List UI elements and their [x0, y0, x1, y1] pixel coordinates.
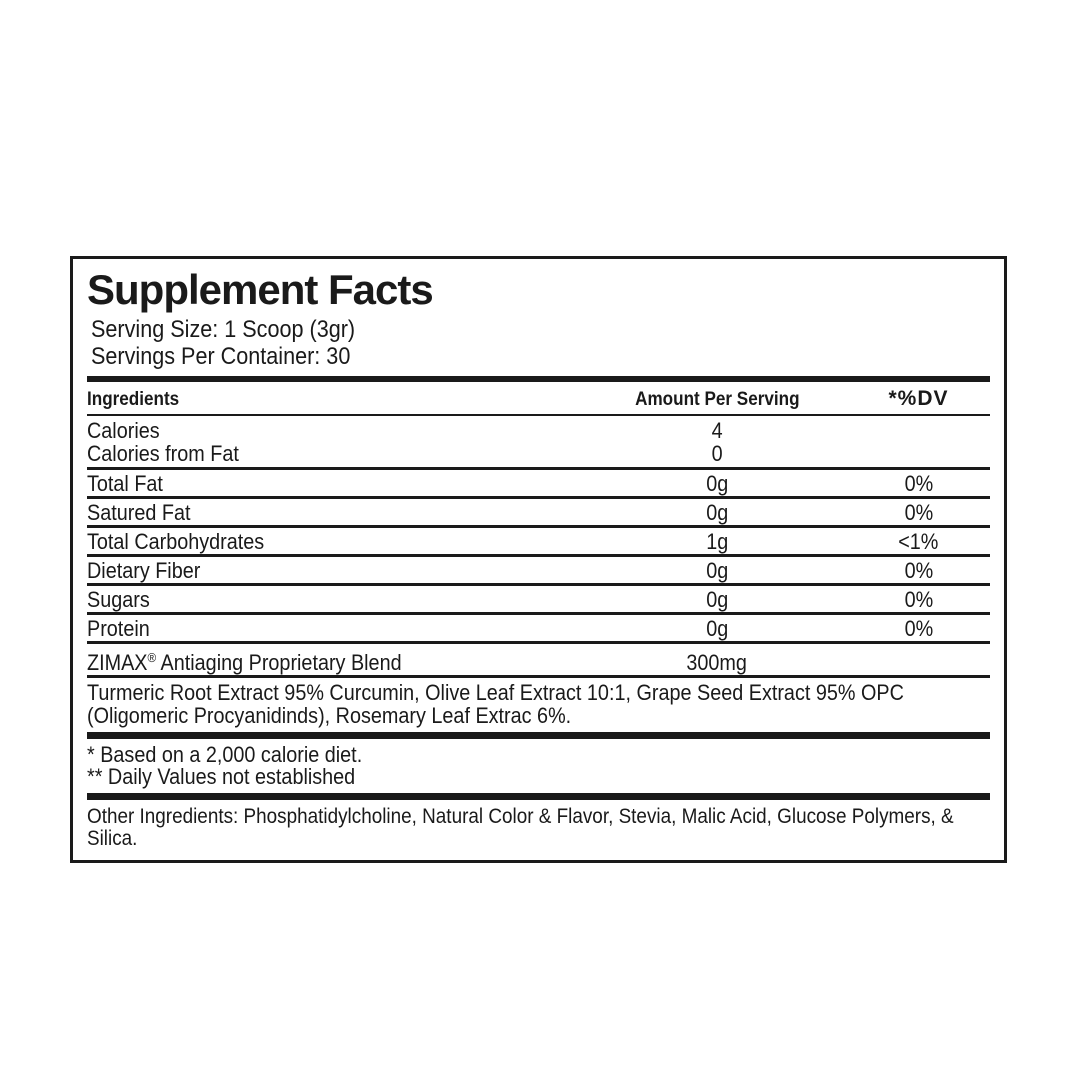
header-amount-per-serving: Amount Per Serving [634, 389, 800, 410]
row-dv: 0% [904, 471, 933, 496]
row-amount: 0g [705, 500, 729, 525]
calories-group: Calories 4 Calories from Fat 0 [87, 416, 990, 470]
table-row: Calories from Fat 0 [87, 442, 990, 465]
table-row: Protein 0g 0% [87, 615, 990, 644]
supplement-facts-panel: Supplement Facts Serving Size: 1 Scoop (… [70, 256, 1007, 863]
row-amount: 0g [705, 587, 729, 612]
row-name: Total Fat [87, 471, 163, 496]
table-row: Calories 4 [87, 419, 990, 442]
blend-name: ZIMAX® Antiaging Proprietary Blend [87, 650, 402, 675]
header-percent-dv: *%DV [888, 387, 949, 410]
panel-title: Supplement Facts [87, 266, 434, 313]
table-row: Total Fat 0g 0% [87, 470, 990, 499]
row-name: Dietary Fiber [87, 558, 201, 583]
row-dv: 0% [904, 616, 933, 641]
row-name: Sugars [87, 587, 150, 612]
blend-description: Turmeric Root Extract 95% Curcumin, Oliv… [87, 680, 904, 728]
serving-info: Serving Size: 1 Scoop (3gr) Servings Per… [91, 316, 990, 370]
zimax-blend-row: ZIMAX® Antiaging Proprietary Blend 300mg [87, 644, 990, 678]
row-name: Satured Fat [87, 500, 191, 525]
row-amount: 0g [705, 558, 729, 583]
header-ingredients: Ingredients [87, 389, 180, 410]
row-dv: 0% [904, 587, 933, 612]
table-row: Total Carbohydrates 1g <1% [87, 528, 990, 557]
row-amount: 1g [705, 529, 729, 554]
footnotes: * Based on a 2,000 calorie diet. ** Dail… [87, 739, 990, 793]
table-row: Sugars 0g 0% [87, 586, 990, 615]
row-dv: 0% [904, 558, 933, 583]
row-name: Total Carbohydrates [87, 529, 265, 554]
row-amount: 0g [705, 616, 729, 641]
row-name: Calories from Fat [87, 441, 239, 466]
blend-amount: 300mg [686, 650, 748, 675]
row-name: Protein [87, 616, 150, 641]
row-dv: <1% [898, 529, 939, 554]
footnote-daily-values: ** Daily Values not established [87, 764, 356, 789]
row-amount: 0g [705, 471, 729, 496]
footnote-calorie-diet: * Based on a 2,000 calorie diet. [87, 742, 363, 767]
serving-size-line: Serving Size: 1 Scoop (3gr) [91, 316, 990, 343]
row-amount: 0 [711, 441, 723, 466]
servings-per-container-text: Servings Per Container: 30 [91, 343, 351, 370]
table-row: Satured Fat 0g 0% [87, 499, 990, 528]
serving-size-text: Serving Size: 1 Scoop (3gr) [91, 316, 356, 343]
registered-trademark-symbol: ® [147, 650, 157, 665]
row-amount: 4 [711, 418, 723, 443]
divider-thick-top [87, 376, 990, 382]
table-row: Dietary Fiber 0g 0% [87, 557, 990, 586]
divider-thick-middle [87, 732, 990, 739]
divider-thick-bottom [87, 793, 990, 800]
other-ingredients: Other Ingredients: Phosphatidylcholine, … [87, 805, 954, 850]
servings-per-container-line: Servings Per Container: 30 [91, 343, 990, 370]
table-header-row: Ingredients Amount Per Serving *%DV [87, 382, 990, 416]
row-dv: 0% [904, 500, 933, 525]
row-name: Calories [87, 418, 160, 443]
